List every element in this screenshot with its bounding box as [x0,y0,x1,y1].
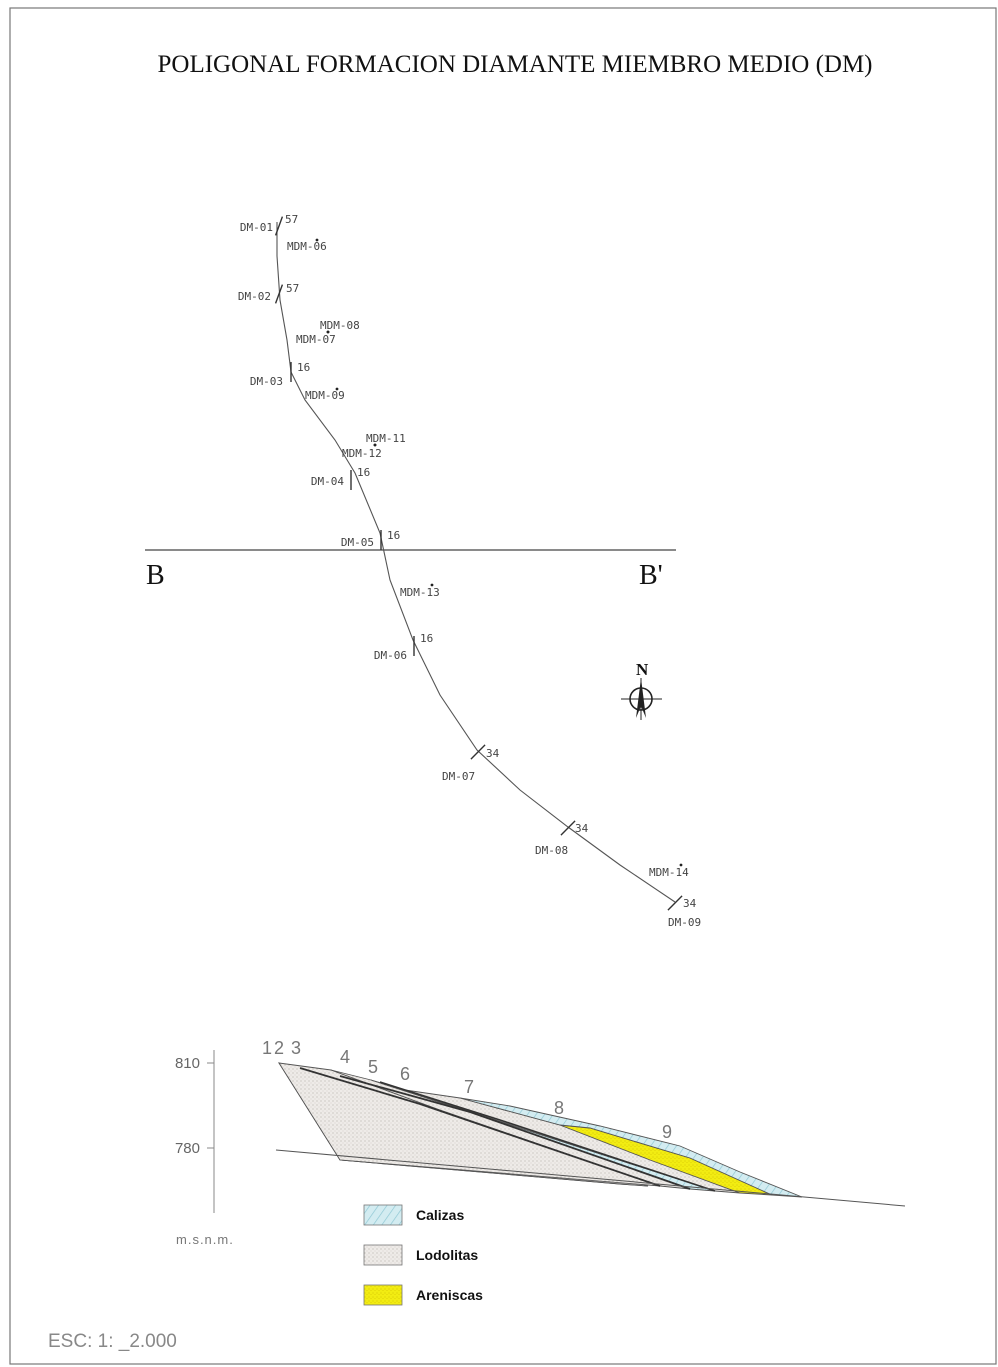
sample-label: MDM-08 [320,319,360,332]
profile-station-number: 1 [262,1038,272,1058]
station-dm-06: DM-06 16 [374,632,433,662]
legend-swatch [363,1204,403,1226]
station-dm-05: DM-05 16 [341,529,400,550]
station-dm-09: DM-09 34 [667,895,701,929]
sample-label: MDM-07 [296,333,336,346]
profile-station-number: 5 [368,1057,378,1077]
sample-label: MDM-13 [400,586,440,599]
legend-label: Areniscas [416,1287,483,1303]
dip-value: 57 [286,282,299,295]
legend-label: Lodolitas [416,1247,478,1263]
station-dm-01: DM-01 57 [240,213,298,236]
profile-station-number: 2 [274,1038,284,1058]
strike-dip-symbol [274,284,284,304]
profile-base-line [275,1149,906,1207]
station-markers: DM-0157DM-0257DM-0316DM-0416DM-0516DM-06… [238,213,701,929]
sample-dot [679,863,683,867]
sample-label: MDM-09 [305,389,345,402]
sample-dot [373,443,377,447]
dip-value: 16 [387,529,400,542]
north-arrow-icon: N [621,660,662,720]
station-label: DM-09 [668,916,701,929]
station-label: DM-03 [250,375,283,388]
dip-value: 34 [683,897,697,910]
legend-item-areniscas: Areniscas [363,1284,483,1306]
y-tick-label-780: 780 [175,1140,200,1157]
geologic-profile: 810 780 m.s.n.m. 1 2 3 4 5 6 7 8 9 Calizas Lodoli… [175,1038,906,1306]
sample-mdm-11: MDM-11 [366,432,406,447]
strike-dip-symbol [274,216,284,236]
contact-line-2 [339,1075,691,1190]
y-tick-label-810: 810 [175,1055,200,1072]
lithology-legend: Calizas Lodolitas Areniscas [363,1204,483,1306]
traverse-path [276,222,676,903]
map-title: POLIGONAL FORMACION DIAMANTE MIEMBRO MED… [157,51,872,78]
sample-dot [315,238,319,242]
strike-dip-symbol [667,895,683,911]
sample-mdm-12: MDM-12 [342,443,382,460]
station-dm-02: DM-02 57 [238,282,299,304]
profile-station-number: 4 [340,1047,350,1067]
sample-dot [335,387,339,391]
station-label: DM-05 [341,536,374,549]
sample-mdm-09: MDM-09 [305,387,345,402]
profile-station-number: 9 [662,1122,672,1142]
sample-mdm-13: MDM-13 [400,583,440,599]
station-label: DM-08 [535,844,568,857]
legend-label: Calizas [416,1207,464,1223]
profile-station-number: 7 [464,1077,474,1097]
station-label: DM-02 [238,290,271,303]
sample-dot [326,330,330,334]
sample-mdm-14: MDM-14 [649,863,689,879]
north-label: N [636,660,649,679]
station-label: DM-04 [311,475,344,488]
sample-label: MDM-12 [342,447,382,460]
station-label: DM-01 [240,221,273,234]
station-label: DM-07 [442,770,475,783]
station-label: DM-06 [374,649,407,662]
legend-item-lodolitas: Lodolitas [363,1244,478,1266]
sample-label: MDM-06 [287,240,327,253]
profile-station-number: 8 [554,1098,564,1118]
dip-value: 57 [285,213,298,226]
section-start-label: B [146,560,165,591]
dip-value: 16 [357,466,370,479]
profile-station-number: 3 [291,1038,301,1058]
sample-mdm-08: MDM-08 [320,319,360,334]
sample-label: MDM-14 [649,866,689,879]
contact-line-1 [299,1067,661,1187]
sample-label: MDM-11 [366,432,406,445]
scale-label: ESC: 1: _2.000 [48,1331,177,1352]
dip-value: 16 [420,632,433,645]
sample-mdm-06: MDM-06 [287,238,327,253]
station-dm-03: DM-03 16 [250,361,310,388]
sample-dot [430,583,434,587]
profile-station-number: 6 [400,1064,410,1084]
legend-swatch [363,1244,403,1266]
station-dm-04: DM-04 16 [311,466,370,490]
sample-mdm-07: MDM-07 [296,330,336,346]
contact-line-3 [379,1081,716,1192]
section-end-label: B' [639,560,663,591]
legend-swatch [363,1284,403,1306]
dip-value: 34 [486,747,500,760]
strike-dip-symbol [560,820,576,836]
dip-value: 34 [575,822,589,835]
station-dm-08: DM-08 34 [535,820,589,857]
legend-item-calizas: Calizas [363,1204,464,1226]
station-dm-07: DM-07 34 [442,744,500,783]
profile-unit-label: m.s.n.m. [176,1232,234,1247]
dip-value: 16 [297,361,310,374]
strike-dip-symbol [470,744,486,760]
